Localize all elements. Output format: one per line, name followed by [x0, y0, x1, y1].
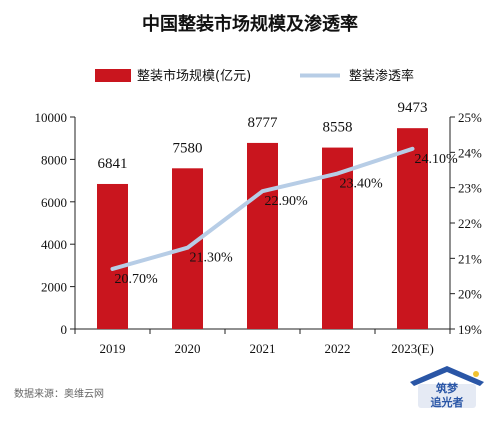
y-left-tick-label: 8000	[41, 152, 67, 167]
y-right-tick-label: 24%	[458, 145, 482, 160]
bar	[247, 142, 278, 329]
y-right-tick-label: 21%	[458, 251, 482, 266]
line-data-label: 20.70%	[115, 272, 159, 287]
chart-title: 中国整装市场规模及渗透率	[142, 13, 358, 35]
bar-data-label: 9473	[398, 100, 428, 116]
bar-data-label: 8777	[248, 115, 279, 131]
y-left-tick-label: 2000	[41, 280, 67, 295]
x-tick-label: 2021	[250, 341, 276, 356]
penetration-line	[110, 146, 415, 271]
plot-area: 0 2000 4000 6000 8000 10000 19% 20% 21% 22% 23% 24%…	[35, 100, 483, 356]
x-tick-label: 2020	[175, 341, 201, 356]
y-right-tick-label: 20%	[458, 287, 482, 302]
svg-text:筑梦: 筑梦	[436, 381, 459, 395]
legend: 整装市场规模(亿元) 整装渗透率	[95, 68, 414, 84]
x-tick-label: 2019	[100, 341, 126, 356]
line-data-label: 23.40%	[340, 177, 384, 192]
y-right-tick-label: 23%	[458, 181, 482, 196]
bar	[397, 128, 428, 329]
x-tick-label: 2022	[325, 341, 351, 356]
line-data-label: 22.90%	[265, 194, 309, 209]
x-tick-label: 2023(E)	[391, 341, 434, 356]
y-left-tick-label: 0	[61, 322, 68, 337]
bar	[97, 183, 128, 329]
bar-data-label: 7580	[173, 140, 203, 156]
svg-text:追光者: 追光者	[431, 395, 464, 409]
line-data-label: 24.10%	[415, 152, 459, 167]
y-left-tick-label: 6000	[41, 195, 67, 210]
legend-label-line: 整装渗透率	[349, 68, 414, 84]
legend-swatch-bar	[95, 69, 131, 82]
source-note: 数据来源：奥维云网	[14, 387, 104, 400]
legend-label-bar: 整装市场规模(亿元)	[137, 68, 251, 84]
y-left-tick-label: 4000	[41, 237, 67, 252]
bar-data-label: 8558	[323, 120, 353, 136]
logo: 筑梦 追光者	[406, 362, 488, 412]
y-right-tick-label: 25%	[458, 110, 482, 125]
y-right-tick-label: 22%	[458, 216, 482, 231]
line-data-label: 21.30%	[190, 251, 234, 266]
bar-data-label: 6841	[98, 156, 128, 172]
y-left-tick-label: 10000	[35, 110, 68, 125]
y-right-tick-label: 19%	[458, 322, 482, 337]
